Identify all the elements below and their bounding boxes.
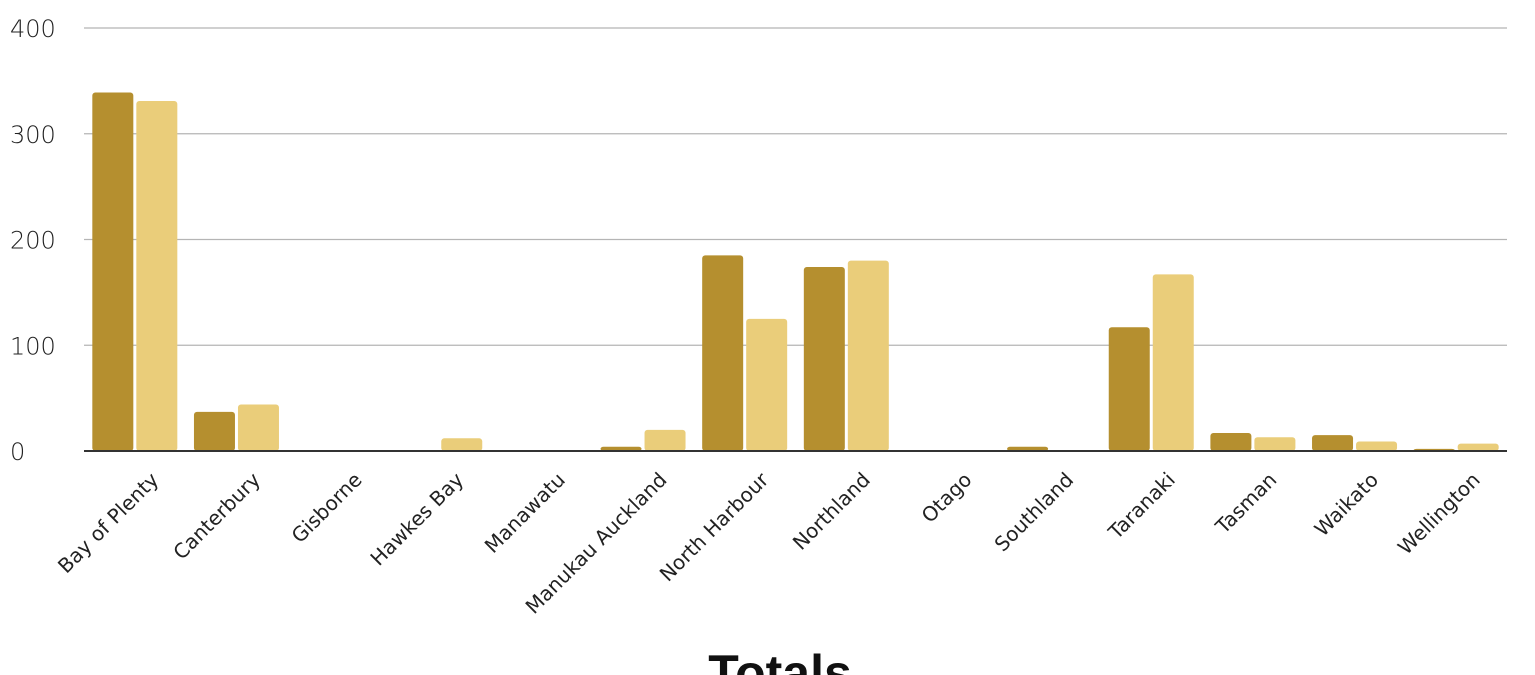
y-axis-ticks: 0 100 200 300 400	[10, 15, 56, 466]
x-category-label: Tasman	[1210, 468, 1281, 539]
x-category-label: Waikato	[1310, 468, 1383, 541]
y-tick-label: 300	[10, 121, 56, 149]
bar	[803, 266, 845, 451]
chart-title: Totals	[708, 645, 852, 675]
x-category-label: Bay of Plenty	[53, 467, 163, 577]
bar	[136, 100, 178, 451]
x-category-label: Gisborne	[287, 468, 367, 548]
bar	[600, 446, 642, 451]
bar	[644, 429, 686, 451]
bar	[1457, 443, 1499, 451]
x-category-label: Canterbury	[168, 467, 265, 564]
y-tick-label: 0	[10, 438, 25, 466]
x-category-label: Hawkes Bay	[365, 467, 468, 570]
bar	[847, 260, 889, 451]
bar	[1108, 327, 1150, 451]
bar	[237, 404, 279, 451]
bar	[1312, 435, 1354, 451]
x-category-label: Taranaki	[1103, 468, 1180, 545]
x-category-label: Southland	[990, 468, 1079, 557]
x-category-label: North Harbour	[655, 467, 774, 586]
bar	[441, 438, 483, 451]
bar	[193, 411, 235, 451]
bar	[1356, 441, 1398, 451]
bar	[702, 255, 744, 451]
bars	[92, 92, 1499, 451]
bar	[1210, 433, 1252, 451]
x-category-label: Wellington	[1393, 468, 1485, 560]
y-tick-label: 200	[10, 227, 56, 255]
bar	[1007, 446, 1049, 451]
x-category-label: Otago	[917, 468, 977, 528]
bar	[1254, 437, 1296, 451]
grid-lines	[84, 27, 1507, 346]
y-tick-label: 100	[10, 332, 56, 360]
x-category-label: Northland	[788, 468, 875, 555]
y-tick-label: 400	[10, 15, 56, 43]
bar	[92, 92, 134, 451]
bar	[1152, 274, 1194, 451]
x-category-label: Manawatu	[480, 468, 570, 558]
bar	[746, 318, 788, 451]
